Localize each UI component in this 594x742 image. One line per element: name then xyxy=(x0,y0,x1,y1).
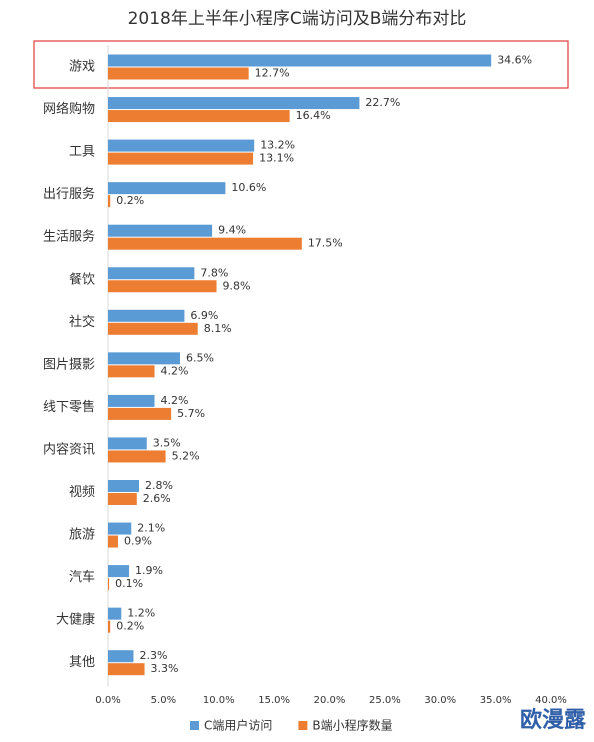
x-tick-label: 35.0% xyxy=(480,695,512,706)
legend-label: C端用户访问 xyxy=(204,718,272,733)
value-label: 4.2% xyxy=(161,394,189,407)
value-label: 8.1% xyxy=(204,322,232,335)
bar xyxy=(108,493,137,505)
value-label: 2.1% xyxy=(137,522,165,535)
bar xyxy=(108,352,180,365)
value-label: 7.8% xyxy=(200,266,228,279)
bar xyxy=(108,224,213,237)
value-label: 13.2% xyxy=(260,139,295,152)
bar xyxy=(108,480,140,492)
category-label: 视频 xyxy=(69,485,95,500)
bar xyxy=(108,152,254,165)
value-label: 22.7% xyxy=(365,96,400,109)
bar xyxy=(108,450,166,463)
value-label: 9.8% xyxy=(223,279,251,292)
value-label: 2.8% xyxy=(145,479,173,492)
x-tick-label: 30.0% xyxy=(424,695,456,706)
value-label: 12.7% xyxy=(255,67,290,80)
value-label: 4.2% xyxy=(161,364,189,377)
value-label: 0.9% xyxy=(124,535,152,548)
bar xyxy=(108,663,145,676)
bar xyxy=(108,97,360,110)
category-label: 网络购物 xyxy=(43,101,95,117)
x-tick-label: 5.0% xyxy=(151,695,176,706)
value-label: 6.5% xyxy=(186,351,214,364)
bar xyxy=(108,394,155,407)
category-label: 出行服务 xyxy=(43,186,95,202)
value-label: 2.6% xyxy=(143,492,171,505)
bar xyxy=(108,620,111,633)
bar xyxy=(108,607,122,620)
x-tick-label: 20.0% xyxy=(314,695,346,706)
value-label: 13.1% xyxy=(259,152,294,165)
bar xyxy=(108,322,198,335)
value-label: 0.2% xyxy=(116,620,144,633)
bar xyxy=(108,195,111,208)
bar xyxy=(108,237,302,250)
category-label: 社交 xyxy=(69,314,95,330)
bar xyxy=(108,309,185,322)
value-label: 17.5% xyxy=(308,237,343,250)
x-tick-label: 10.0% xyxy=(203,695,235,706)
x-tick-label: 15.0% xyxy=(258,695,290,706)
value-label: 1.2% xyxy=(127,607,155,620)
bar xyxy=(108,565,130,578)
bar xyxy=(108,407,172,420)
value-label: 5.7% xyxy=(177,407,205,420)
bar xyxy=(108,182,226,195)
chart-title: 2018年上半年小程序C端访问及B端分布对比 xyxy=(128,9,467,29)
legend-label: B端小程序数量 xyxy=(312,718,392,733)
value-label: 2.3% xyxy=(139,649,167,662)
value-label: 1.9% xyxy=(135,564,163,577)
value-label: 6.9% xyxy=(190,309,218,322)
value-label: 34.6% xyxy=(497,54,532,67)
highlight-box xyxy=(33,40,569,89)
bar xyxy=(108,365,155,378)
legend-swatch xyxy=(190,721,199,730)
watermark: 欧漫露 xyxy=(520,707,587,733)
x-tick-label: 25.0% xyxy=(369,695,401,706)
bar xyxy=(108,267,195,280)
bar xyxy=(108,139,255,152)
value-label: 3.3% xyxy=(151,662,179,675)
legend-swatch xyxy=(298,721,308,730)
category-label: 餐饮 xyxy=(69,271,95,287)
category-label: 工具 xyxy=(69,145,95,160)
value-label: 0.2% xyxy=(116,194,144,207)
bar xyxy=(108,110,290,123)
bar xyxy=(108,578,110,591)
category-label: 旅游 xyxy=(69,528,95,543)
category-label: 大健康 xyxy=(56,612,95,628)
category-label: 生活服务 xyxy=(43,229,95,245)
value-label: 0.1% xyxy=(115,577,143,590)
bar xyxy=(108,437,147,450)
category-label: 汽车 xyxy=(69,569,95,585)
category-label: 线下零售 xyxy=(43,399,95,415)
value-label: 5.2% xyxy=(172,449,200,462)
bar xyxy=(108,67,249,80)
category-label: 内容资讯 xyxy=(43,441,95,457)
bar xyxy=(108,522,132,535)
bar xyxy=(108,280,217,293)
value-label: 10.6% xyxy=(231,181,266,194)
value-label: 9.4% xyxy=(218,224,246,237)
value-label: 16.4% xyxy=(296,109,331,122)
bar xyxy=(108,54,492,67)
x-tick-label: 0.0% xyxy=(95,695,120,706)
category-label: 游戏 xyxy=(69,60,95,75)
category-label: 图片摄影 xyxy=(43,357,95,372)
value-label: 3.5% xyxy=(153,436,181,449)
bar xyxy=(108,535,118,548)
bar xyxy=(108,650,134,663)
category-label: 其他 xyxy=(69,655,95,670)
x-tick-label: 40.0% xyxy=(535,695,567,706)
